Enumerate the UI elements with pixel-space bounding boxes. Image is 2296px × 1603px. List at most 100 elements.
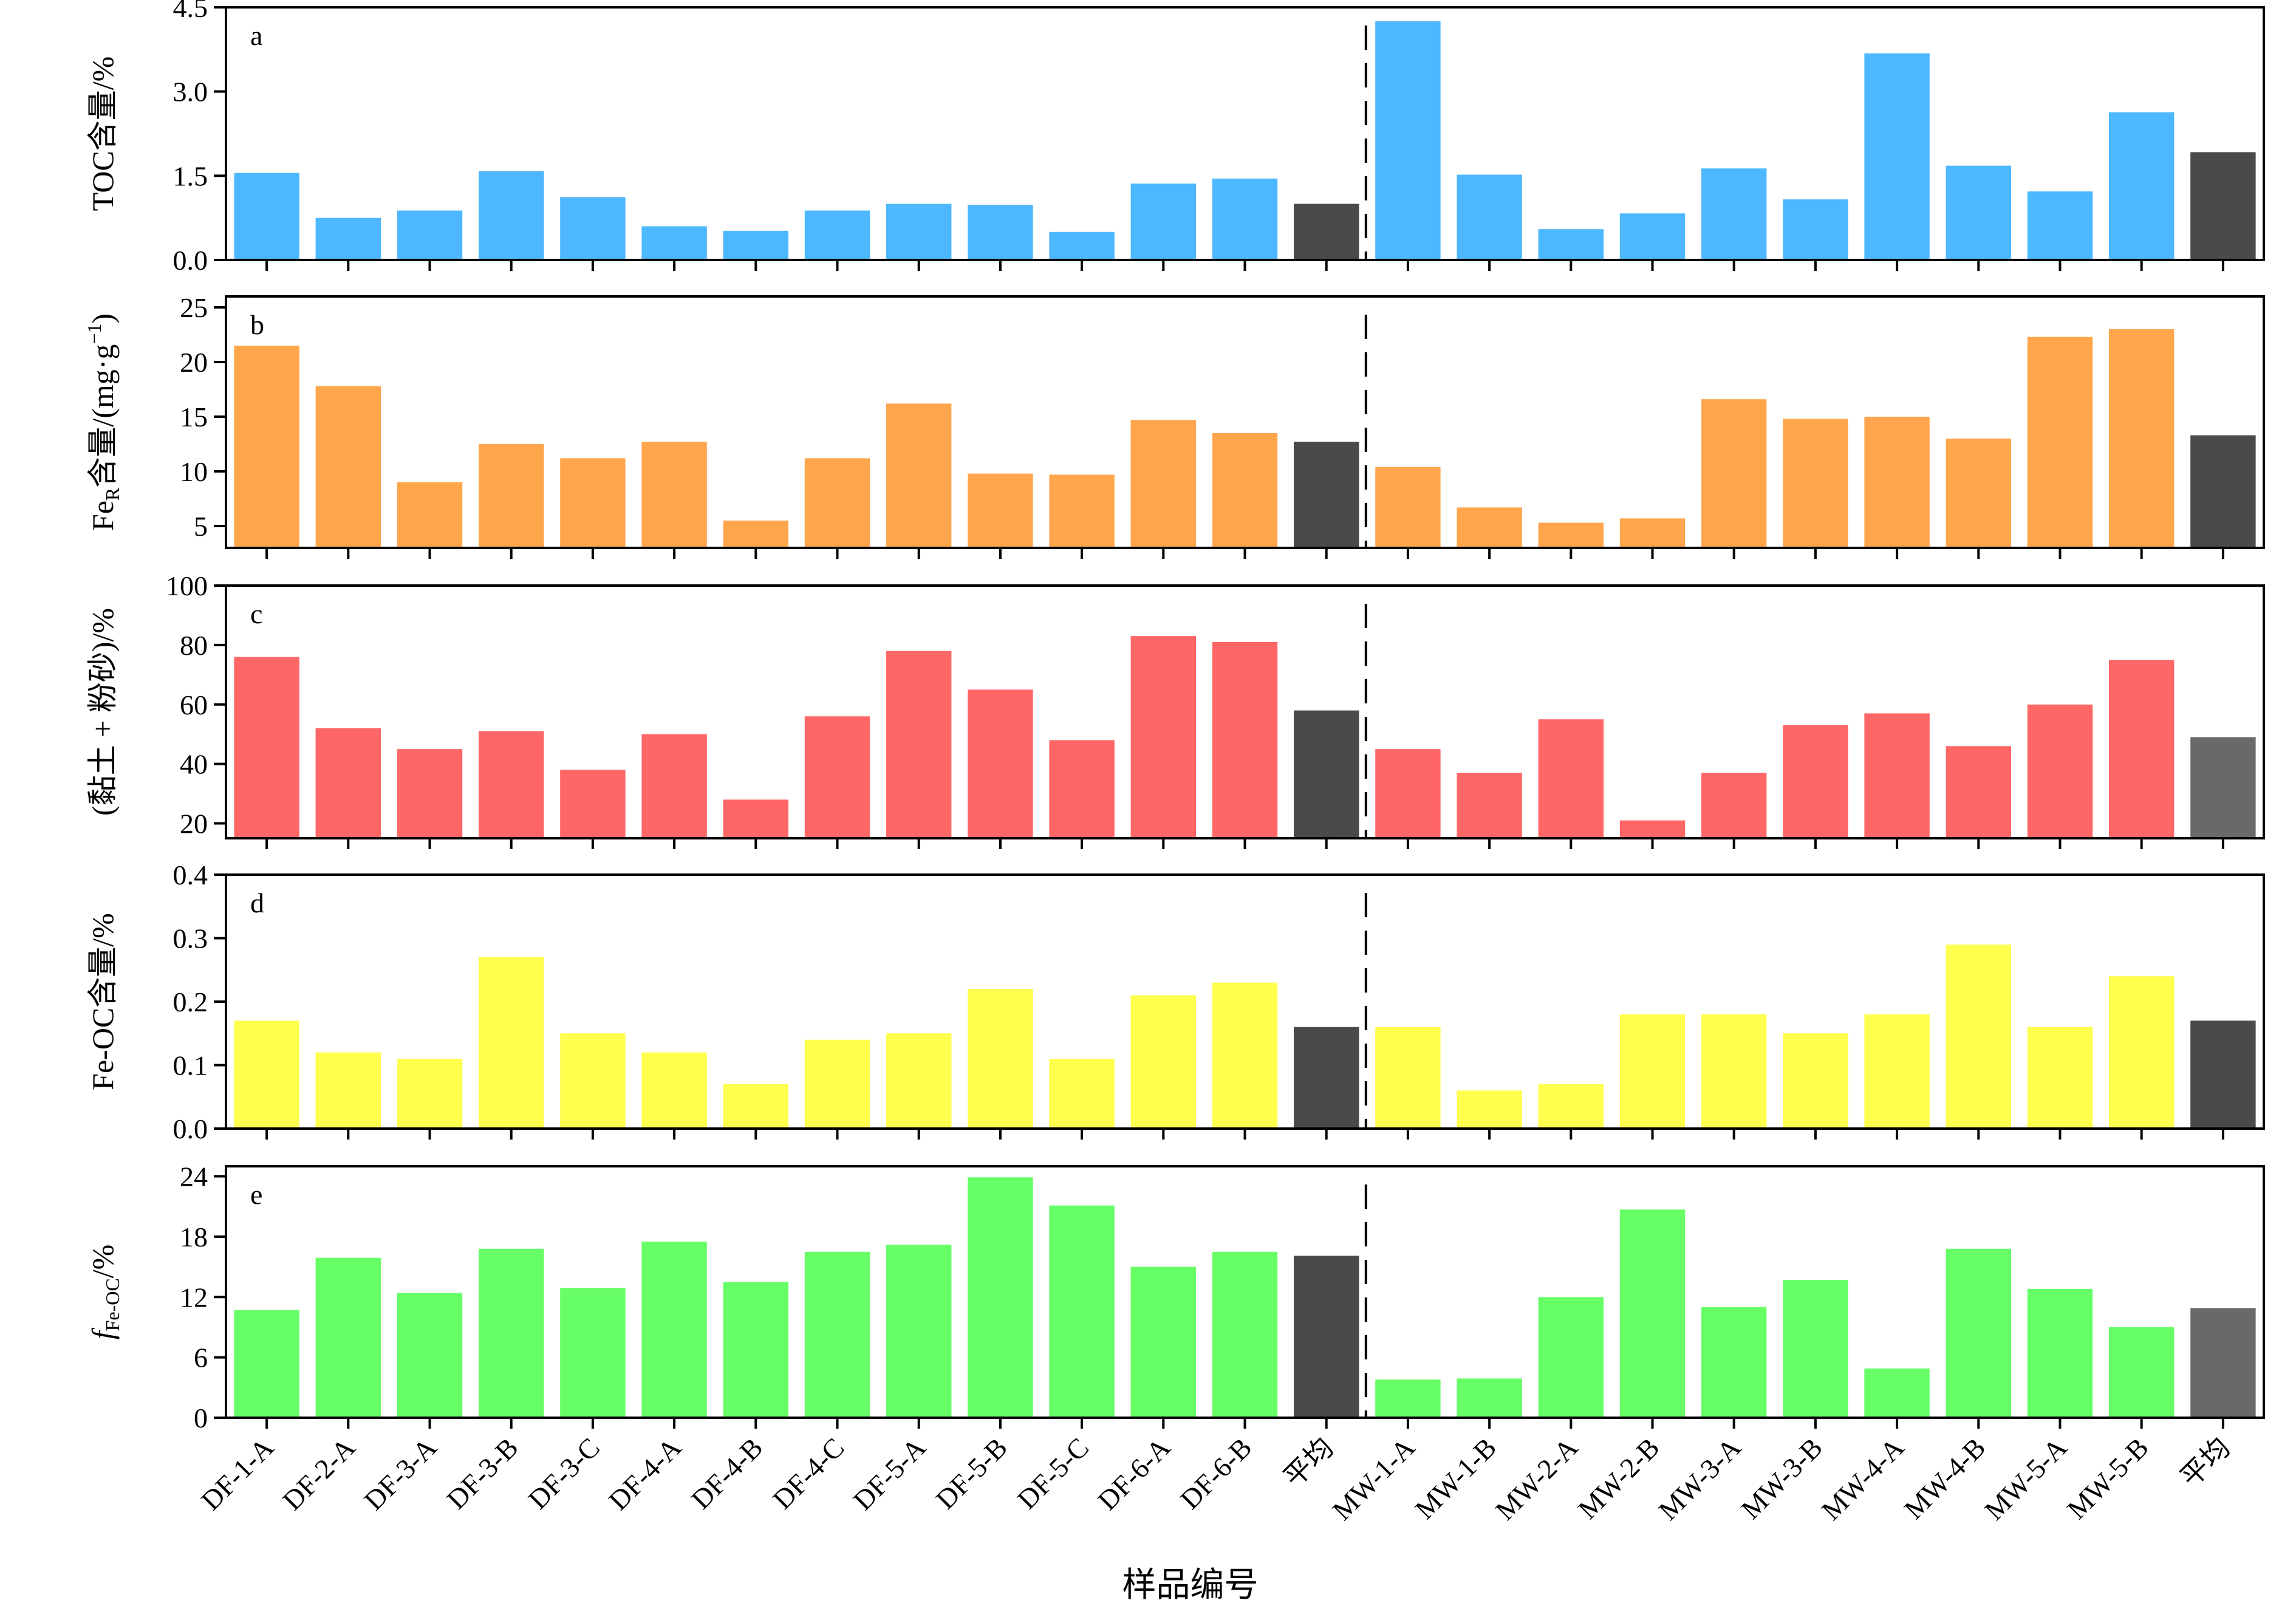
y-tick-label-e-4: 24 bbox=[180, 1161, 208, 1192]
bar-c-13 bbox=[1212, 642, 1278, 838]
bar-e-16 bbox=[1457, 1378, 1522, 1418]
bar-b-21 bbox=[1864, 417, 1930, 548]
x-category-label-8: DF-4-C bbox=[767, 1432, 850, 1515]
bar-a-13 bbox=[1212, 179, 1278, 260]
bar-d-20 bbox=[1783, 1033, 1848, 1129]
x-category-label-18: MW-2-B bbox=[1572, 1432, 1666, 1525]
x-category-label-20: MW-3-B bbox=[1735, 1432, 1828, 1525]
bar-d-12 bbox=[1130, 995, 1196, 1129]
y-tick-label-d-3: 0.3 bbox=[173, 923, 208, 954]
bar-b-7 bbox=[723, 521, 788, 548]
bar-a-14 bbox=[1294, 203, 1359, 260]
bar-a-25 bbox=[2190, 152, 2256, 260]
y-axis-title-d: Fe-OC含量/% bbox=[86, 913, 120, 1090]
bar-e-6 bbox=[641, 1242, 707, 1418]
bar-d-18 bbox=[1619, 1014, 1686, 1129]
y-tick-label-b-3: 20 bbox=[180, 347, 208, 378]
x-category-label-5: DF-3-C bbox=[522, 1432, 606, 1515]
bar-e-23 bbox=[2027, 1289, 2093, 1418]
bar-c-24 bbox=[2109, 660, 2175, 838]
y-tick-label-e-2: 12 bbox=[180, 1282, 208, 1313]
x-category-label-23: MW-5-A bbox=[1978, 1432, 2072, 1526]
panel-letter-d: d bbox=[250, 887, 264, 918]
bar-e-19 bbox=[1701, 1307, 1767, 1418]
panel-b: 5 10 15 20 25 b FeR含量/(mg·g−1) bbox=[83, 292, 2265, 559]
bar-d-2 bbox=[315, 1052, 381, 1129]
bar-b-18 bbox=[1619, 518, 1686, 548]
bar-a-24 bbox=[2109, 112, 2175, 260]
x-category-label-22: MW-4-B bbox=[1898, 1432, 1992, 1525]
bar-b-10 bbox=[968, 473, 1033, 548]
bar-c-11 bbox=[1049, 740, 1115, 838]
panel-letter-a: a bbox=[250, 20, 262, 51]
y-tick-label-b-1: 10 bbox=[180, 456, 208, 487]
bar-d-24 bbox=[2109, 976, 2175, 1129]
bar-d-19 bbox=[1701, 1014, 1767, 1129]
bar-a-21 bbox=[1864, 53, 1930, 261]
bar-e-2 bbox=[315, 1257, 381, 1418]
bar-c-10 bbox=[968, 689, 1033, 838]
bar-b-13 bbox=[1212, 433, 1278, 548]
x-category-label-4: DF-3-B bbox=[441, 1432, 524, 1515]
bar-e-3 bbox=[397, 1293, 463, 1418]
y-tick-label-c-3: 80 bbox=[180, 630, 208, 661]
bar-e-20 bbox=[1783, 1280, 1848, 1418]
panel-d: 0.0 0.1 0.2 0.3 0.4 d Fe-OC含量/% bbox=[86, 860, 2265, 1144]
bar-b-25 bbox=[2190, 435, 2256, 548]
bar-a-9 bbox=[886, 203, 952, 260]
bar-a-6 bbox=[641, 226, 707, 260]
x-category-label-14: 平均 bbox=[1278, 1432, 1339, 1493]
y-tick-label-e-0: 0 bbox=[194, 1403, 208, 1434]
x-category-label-10: DF-5-B bbox=[930, 1432, 1013, 1515]
y-tick-label-c-2: 60 bbox=[180, 689, 208, 720]
bar-d-5 bbox=[560, 1033, 626, 1129]
bar-e-17 bbox=[1538, 1297, 1604, 1418]
x-category-label-3: DF-3-A bbox=[358, 1432, 443, 1516]
y-tick-label-d-1: 0.1 bbox=[173, 1050, 208, 1081]
bar-e-21 bbox=[1864, 1368, 1930, 1418]
y-tick-label-c-1: 40 bbox=[180, 749, 208, 780]
bar-c-2 bbox=[315, 728, 381, 838]
bar-c-23 bbox=[2027, 704, 2093, 838]
bar-b-14 bbox=[1294, 442, 1359, 548]
y-tick-label-a-0: 0.0 bbox=[173, 245, 208, 276]
bar-e-11 bbox=[1049, 1205, 1115, 1418]
y-tick-label-d-0: 0.0 bbox=[173, 1113, 208, 1144]
bar-a-20 bbox=[1783, 199, 1848, 260]
bar-c-5 bbox=[560, 770, 626, 838]
y-tick-label-b-4: 25 bbox=[180, 292, 208, 323]
x-category-label-19: MW-3-A bbox=[1652, 1432, 1746, 1526]
bar-a-4 bbox=[479, 171, 544, 260]
x-category-label-7: DF-4-B bbox=[685, 1432, 768, 1515]
y-tick-label-a-1: 1.5 bbox=[173, 160, 208, 191]
y-tick-label-d-4: 0.4 bbox=[173, 860, 208, 890]
panel-c: 20 40 60 80 100 c (黏土 + 粉砂)/% bbox=[86, 570, 2265, 849]
x-axis-title: 样品编号 bbox=[1122, 1567, 1259, 1603]
bar-c-17 bbox=[1538, 719, 1604, 838]
bar-b-15 bbox=[1375, 467, 1441, 548]
x-category-label-24: MW-5-B bbox=[2061, 1432, 2154, 1525]
bar-d-21 bbox=[1864, 1014, 1930, 1129]
y-tick-label-a-3: 4.5 bbox=[173, 0, 208, 23]
bar-e-14 bbox=[1294, 1256, 1359, 1418]
x-category-label-6: DF-4-A bbox=[603, 1432, 687, 1516]
bar-b-1 bbox=[234, 346, 299, 548]
bar-e-15 bbox=[1375, 1379, 1441, 1418]
x-category-label-17: MW-2-A bbox=[1489, 1432, 1584, 1526]
x-category-label-13: DF-6-B bbox=[1174, 1432, 1257, 1515]
bar-c-12 bbox=[1130, 636, 1196, 838]
bar-c-8 bbox=[804, 716, 870, 838]
bar-e-4 bbox=[479, 1248, 544, 1418]
y-tick-label-b-0: 5 bbox=[194, 511, 208, 542]
bar-b-9 bbox=[886, 403, 952, 548]
chart-panels: 0.0 1.5 3.0 4.5 a TOC含量/% 5 10 15 20 25 b FeR含量/(mg·… bbox=[83, 0, 2265, 1434]
panel-letter-c: c bbox=[250, 598, 262, 629]
x-category-label-2: DF-2-A bbox=[276, 1432, 361, 1516]
bar-a-23 bbox=[2027, 191, 2093, 260]
bar-b-17 bbox=[1538, 522, 1604, 548]
bar-e-10 bbox=[968, 1177, 1033, 1418]
y-tick-label-c-0: 20 bbox=[180, 808, 208, 839]
bar-c-25 bbox=[2190, 737, 2256, 838]
bar-a-17 bbox=[1538, 229, 1604, 260]
bar-b-23 bbox=[2027, 337, 2093, 548]
